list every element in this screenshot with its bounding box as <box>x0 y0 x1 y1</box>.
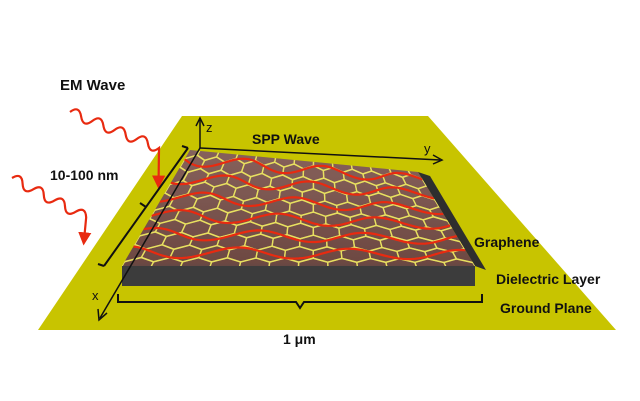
em-wave-lower <box>11 174 92 246</box>
graphene-hexagon <box>459 237 475 253</box>
spp-wave-line <box>151 208 451 230</box>
dielectric-layer-side <box>418 172 486 270</box>
width-bracket <box>117 294 483 310</box>
em-wave-label: EM Wave <box>60 77 125 94</box>
axis-z-label: z <box>206 120 213 135</box>
axis-x-arrow <box>97 308 108 322</box>
width-label: 1 μm <box>283 331 316 347</box>
axis-z-arrow <box>195 116 205 127</box>
spp-waves <box>133 157 466 261</box>
axis-x-label: x <box>92 288 99 303</box>
dielectric-layer-front <box>122 266 475 286</box>
spp-wave-line <box>183 157 423 181</box>
axis-x-line <box>99 147 201 319</box>
dielectric-label: Dielectric Layer <box>496 271 601 287</box>
spp-wave-line <box>143 226 458 245</box>
graphene-label: Graphene <box>474 234 540 250</box>
thickness-bracket <box>97 145 189 267</box>
axis-y-label: y <box>424 141 431 156</box>
axis-y-line <box>199 147 441 161</box>
spp-wave-line <box>133 245 466 261</box>
spp-wave-line <box>170 174 435 200</box>
axis-y-arrow <box>432 154 444 165</box>
thickness-label: 10-100 nm <box>50 167 118 183</box>
ground-plane-label: Ground Plane <box>500 300 592 316</box>
spp-wave-label: SPP Wave <box>252 131 320 147</box>
axes <box>97 116 444 322</box>
spp-wave-line <box>159 191 444 216</box>
em-wave-upper <box>69 108 166 189</box>
graphene-hexagon <box>471 258 475 266</box>
